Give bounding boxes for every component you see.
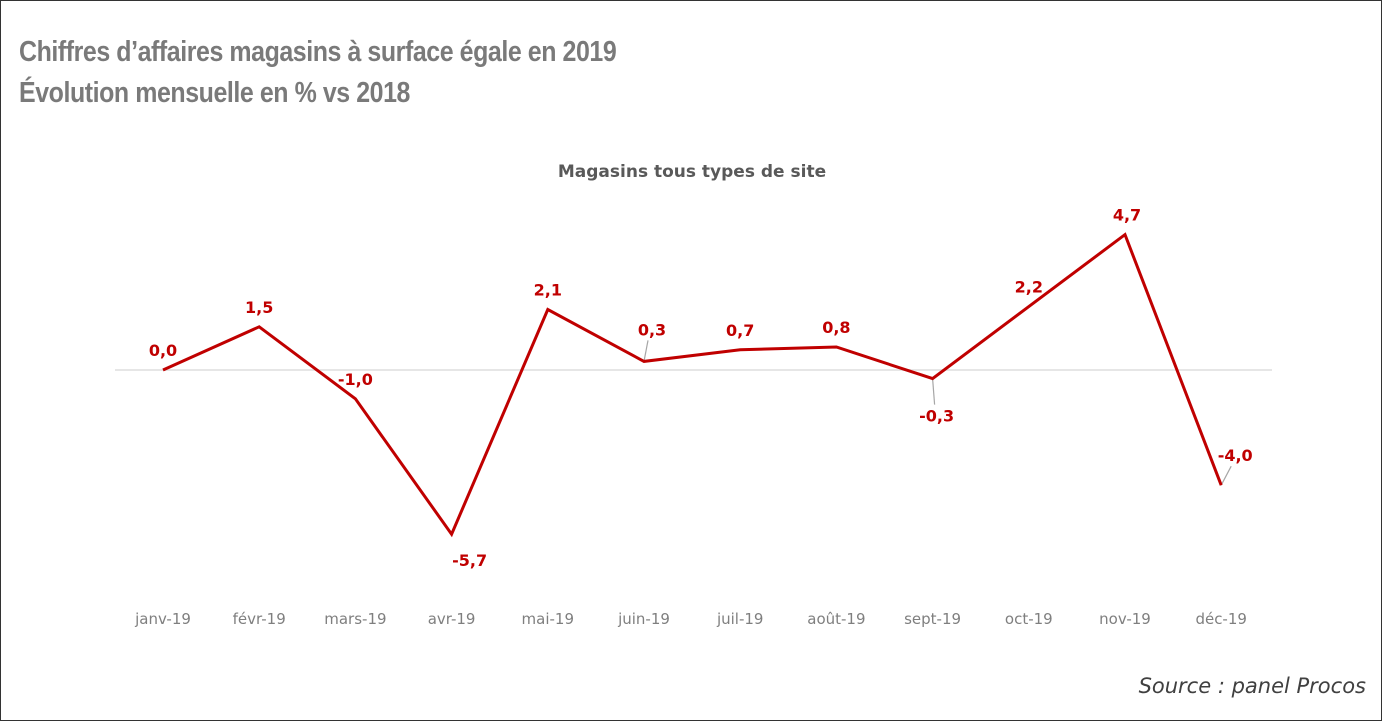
data-label: 0,7 [726, 321, 754, 340]
label-leader-line [643, 340, 649, 362]
x-tick-label: mai-19 [522, 610, 574, 628]
x-tick-label: avr-19 [428, 610, 476, 628]
chart-heading-line2: Évolution mensuelle en % vs 2018 [19, 77, 410, 109]
chart-title: Magasins tous types de site [558, 162, 826, 182]
x-axis-ticks: janv-19 févr-19 mars-19 avr-19 mai-19 juin-19… [134, 610, 1247, 628]
source-note: Source : panel Procos [1138, 674, 1366, 698]
data-labels: 0,0 1,5 -1,0 -5,7 2,1 0,3 0,7 0,8 -0,3 2,2 4,7 -4,0 [149, 206, 1253, 571]
data-label: 1,5 [245, 298, 273, 317]
series-line [162, 232, 1223, 538]
x-tick-label: nov-19 [1099, 610, 1151, 628]
x-tick-label: févr-19 [233, 610, 286, 628]
x-tick-label: août-19 [807, 610, 865, 628]
label-leader-line [1220, 465, 1232, 486]
x-tick-label: juil-19 [716, 610, 764, 628]
x-tick-label: janv-19 [134, 610, 191, 628]
data-label: 0,8 [822, 318, 850, 337]
data-label: -4,0 [1218, 446, 1253, 465]
data-label: 2,1 [534, 281, 562, 300]
x-tick-label: déc-19 [1195, 610, 1247, 628]
x-tick-label: oct-19 [1005, 610, 1053, 628]
data-label: 0,3 [638, 320, 666, 339]
label-leader-line [932, 378, 936, 405]
data-label: 0,0 [149, 341, 177, 360]
data-label: -0,3 [919, 407, 954, 426]
leader-lines [643, 340, 1232, 486]
data-label: -1,0 [338, 370, 373, 389]
x-tick-label: mars-19 [324, 610, 386, 628]
chart-heading-line1: Chiffres d’affaires magasins à surface é… [19, 36, 617, 68]
x-tick-label: juin-19 [617, 610, 670, 628]
data-label: 4,7 [1113, 206, 1141, 225]
data-label: 2,2 [1015, 278, 1043, 297]
data-label: -5,7 [452, 551, 487, 570]
x-tick-label: sept-19 [904, 610, 961, 628]
